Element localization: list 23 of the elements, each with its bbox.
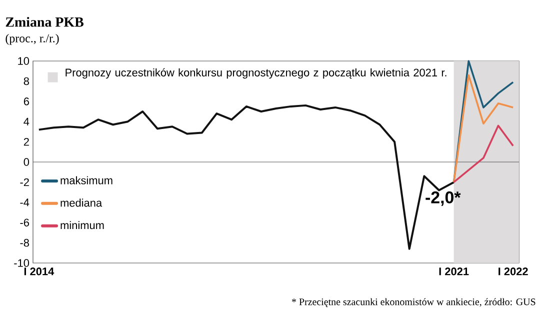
y-tick-label: 6 bbox=[24, 98, 29, 106]
y-tick-label: 10 bbox=[18, 57, 30, 65]
legend-label: minimum bbox=[60, 221, 104, 230]
y-tick-label: -10 bbox=[14, 259, 30, 267]
y-tick-label: -6 bbox=[20, 218, 29, 226]
legend-label: maksimum bbox=[60, 176, 112, 184]
x-tick-label: I 2021 bbox=[439, 268, 469, 276]
y-tick-label: 8 bbox=[24, 77, 29, 86]
text: * Przeciętne szacunki ekonomistów w ankiecie, źródło: GUS bbox=[292, 298, 536, 308]
x-tick-label: I 2014 bbox=[24, 268, 54, 276]
line-series bbox=[452, 124, 514, 184]
y-tick-label: -2 bbox=[20, 178, 29, 186]
y-tick-label: -8 bbox=[20, 238, 29, 247]
chart-title: Zmiana PKB bbox=[6, 16, 84, 27]
legend-label: mediana bbox=[60, 198, 102, 207]
y-tick-label: 2 bbox=[24, 138, 29, 146]
annotation: -2,0* bbox=[426, 191, 461, 206]
y-tick-label: 0 bbox=[24, 158, 30, 166]
y-tick-label: -4 bbox=[20, 198, 30, 206]
chart-subtitle: (proc., r./r.) bbox=[6, 34, 59, 45]
y-tick-label: 4 bbox=[24, 118, 30, 126]
band-label: Prognozy uczestników konkursu prognostycznego z początku kwietnia 2021 r. bbox=[66, 68, 446, 79]
x-tick-label: I 2022 bbox=[498, 268, 528, 276]
